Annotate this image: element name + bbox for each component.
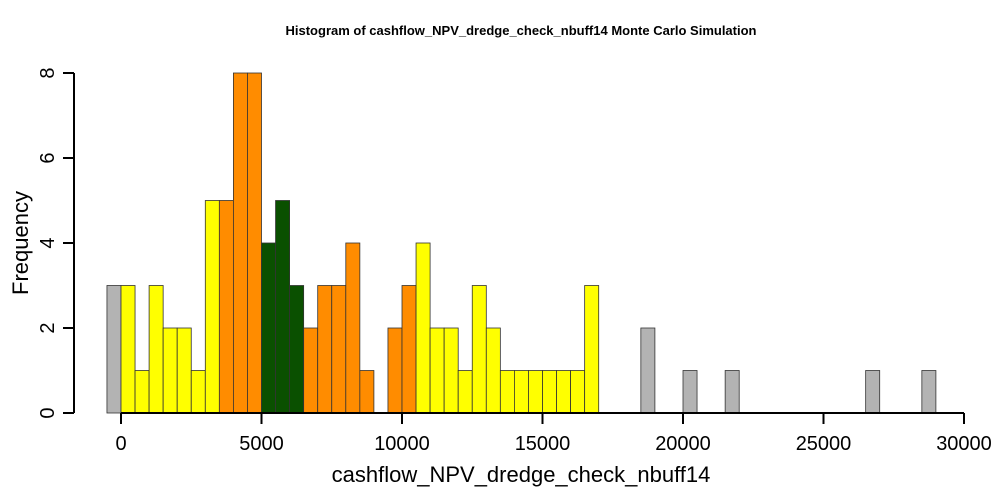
x-tick-label: 5000 (239, 433, 284, 455)
y-tick-label: 4 (37, 237, 59, 248)
x-tick-label: 0 (115, 433, 126, 455)
histogram-bar (120, 285, 136, 414)
histogram-bar (401, 285, 417, 414)
bars-group (106, 72, 937, 414)
x-axis-label: cashflow_NPV_dredge_check_nbuff14 (332, 462, 711, 487)
histogram-bar (556, 370, 571, 414)
histogram-bar (148, 285, 164, 414)
histogram-bar (865, 370, 881, 414)
histogram-bar (584, 285, 600, 414)
histogram-bar (640, 327, 656, 414)
histogram-bar (570, 370, 586, 414)
histogram-bar (514, 370, 529, 414)
histogram-bar (415, 242, 431, 414)
histogram-bar (443, 327, 459, 414)
histogram-bar (162, 327, 178, 414)
x-tick-label: 25000 (796, 433, 852, 455)
histogram-bar (682, 370, 698, 414)
histogram-bar (218, 200, 234, 414)
histogram-bar (429, 327, 445, 414)
y-tick-label: 2 (37, 322, 59, 333)
y-tick-label: 6 (37, 152, 59, 163)
histogram-bar (317, 285, 333, 414)
y-tick-label: 0 (37, 407, 59, 418)
histogram-bar (232, 72, 248, 414)
histogram-bar (528, 370, 543, 414)
histogram-bar (106, 285, 122, 414)
histogram-bar (499, 370, 515, 414)
y-axis: 0 2 4 6 8 (37, 67, 75, 419)
y-tick-label: 8 (37, 67, 59, 78)
histogram-bar (359, 370, 375, 414)
histogram-bar (387, 327, 403, 414)
histogram-bar (176, 327, 192, 414)
histogram-bar (542, 370, 557, 414)
histogram-bar (724, 370, 740, 414)
histogram-bar (331, 285, 347, 414)
x-axis: 0 5000 10000 15000 20000 25000 30000 (115, 412, 992, 455)
histogram-bar (134, 370, 150, 414)
histogram-bar (921, 370, 937, 414)
histogram-bar (485, 327, 501, 414)
x-tick-label: 30000 (936, 433, 992, 455)
histogram-bar (303, 327, 319, 414)
chart-title: Histogram of cashflow_NPV_dredge_check_n… (286, 23, 757, 38)
histogram-bar (190, 370, 206, 414)
histogram-bar (471, 285, 487, 414)
histogram-bar (261, 242, 276, 414)
x-tick-label: 15000 (515, 433, 571, 455)
histogram-bar (275, 200, 290, 414)
y-axis-label: Frequency (8, 191, 33, 295)
histogram-bar (345, 242, 361, 414)
histogram-bar (247, 72, 262, 414)
histogram-bar (457, 370, 473, 414)
x-tick-label: 20000 (655, 433, 711, 455)
histogram-bar (204, 200, 220, 414)
histogram-bar (289, 285, 305, 414)
x-tick-label: 10000 (374, 433, 430, 455)
